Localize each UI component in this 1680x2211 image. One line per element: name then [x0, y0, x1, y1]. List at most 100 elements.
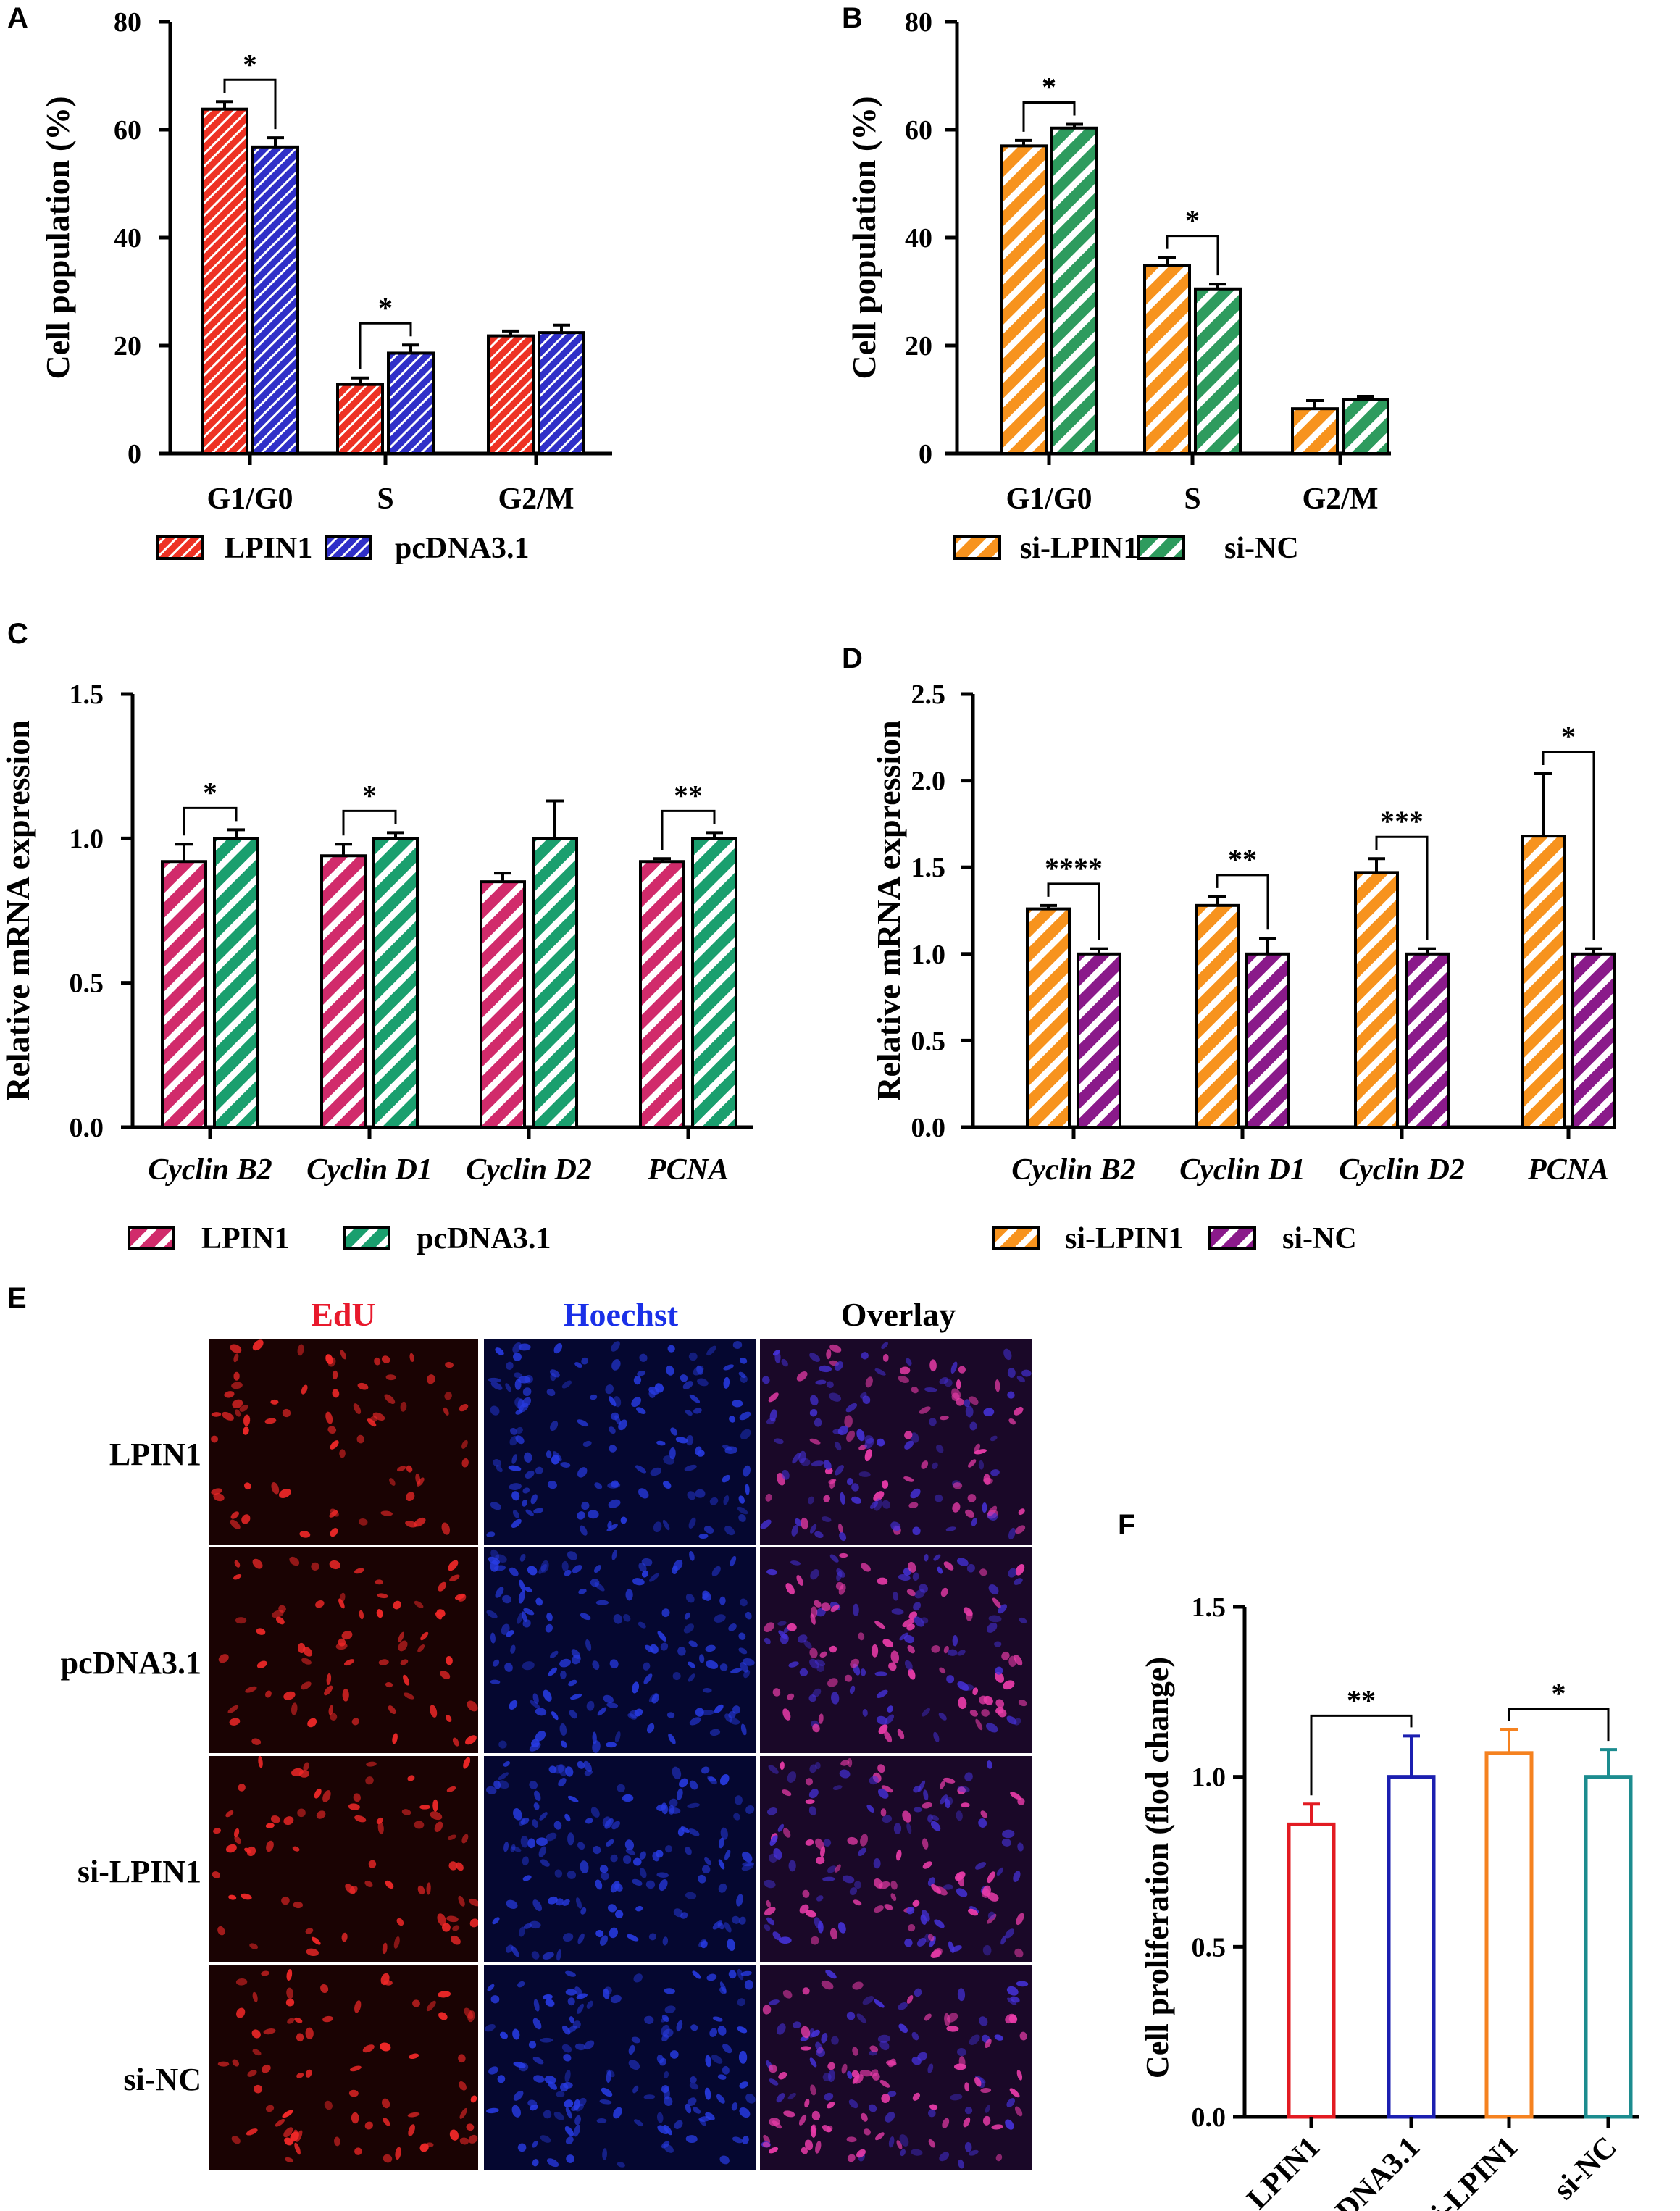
nucleus: [888, 2136, 895, 2148]
col-header-edu: EdU: [311, 1296, 375, 1333]
nucleus: [458, 1895, 465, 1907]
nucleus: [230, 1519, 241, 1529]
bar-pcdna3.1-3: [691, 837, 737, 1129]
nucleus: [296, 2072, 304, 2078]
nucleus: [822, 2125, 832, 2133]
nucleus: [438, 1991, 451, 1998]
bar-lpin1-0: [201, 107, 248, 455]
nucleus: [790, 1560, 801, 1566]
nucleus: [550, 1421, 559, 1431]
nucleus: [814, 1659, 826, 1666]
nucleus: [344, 1659, 355, 1666]
nucleus: [670, 2050, 679, 2059]
nucleus: [560, 1670, 567, 1679]
panel-label-d: D: [842, 643, 863, 674]
nucleus: [632, 1878, 643, 1886]
nucleus: [943, 1561, 954, 1571]
nucleus: [873, 1858, 881, 1869]
nucleus: [956, 1379, 961, 1389]
nucleus: [262, 2064, 271, 2073]
nucleus: [252, 1339, 264, 1351]
nucleus: [805, 1839, 814, 1846]
nucleus: [534, 1790, 541, 1802]
nucleus: [490, 1560, 499, 1572]
nucleus: [252, 1558, 263, 1569]
nucleus: [846, 2011, 856, 2020]
nucleus: [709, 1729, 721, 1736]
nucleus: [827, 2062, 835, 2070]
nucleus: [407, 1775, 415, 1781]
nucleus: [900, 2149, 906, 2157]
nucleus: [235, 1617, 247, 1624]
nucleus: [822, 1516, 832, 1522]
nucleus: [952, 1502, 961, 1513]
nucleus: [338, 1598, 345, 1609]
nucleus: [293, 1901, 304, 1909]
nucleus: [425, 2142, 434, 2148]
nucleus: [805, 1910, 816, 1918]
nucleus: [912, 1572, 919, 1581]
nucleus: [463, 1757, 471, 1769]
nucleus: [637, 1370, 646, 1376]
nucleus: [956, 1888, 968, 1897]
nucleus: [709, 1497, 719, 1505]
nucleus: [224, 1391, 235, 1398]
nucleus: [368, 1860, 377, 1868]
nucleus: [1016, 1913, 1024, 1926]
nucleus: [738, 2050, 748, 2064]
nucleus: [510, 1844, 516, 1852]
nucleus: [398, 1640, 408, 1652]
y-axis-label: Relative mRNA expression: [870, 720, 907, 1101]
nucleus: [718, 1883, 727, 1893]
nucleus: [688, 1673, 695, 1682]
nucleus: [688, 1517, 696, 1529]
nucleus: [801, 1517, 808, 1530]
bar-pcdna3.1-0: [251, 145, 299, 455]
nucleus: [577, 1467, 588, 1478]
nucleus: [676, 1788, 683, 1800]
legend-swatch-0: [953, 535, 1001, 560]
nucleus: [389, 1478, 396, 1486]
nucleus: [964, 2141, 972, 2152]
nucleus: [227, 1705, 239, 1713]
nucleus: [631, 2036, 641, 2044]
nucleus: [890, 1893, 897, 1902]
nucleus: [979, 1568, 987, 1576]
nucleus: [384, 1394, 396, 1404]
nucleus: [803, 1639, 812, 1649]
legend-label: pcDNA3.1: [395, 532, 530, 565]
nucleus: [577, 1760, 585, 1769]
nucleus: [535, 1466, 543, 1475]
nucleus: [342, 1688, 349, 1702]
nucleus: [927, 1814, 933, 1823]
nucleus: [1015, 1525, 1026, 1534]
nucleus: [275, 2118, 285, 2127]
nucleus: [452, 1737, 459, 1747]
nucleus: [685, 1434, 694, 1446]
nucleus: [1008, 2014, 1018, 2023]
nucleus: [870, 1500, 879, 1509]
nucleus: [891, 1608, 904, 1615]
nucleus: [527, 1838, 535, 1849]
nucleus: [539, 1812, 548, 1821]
nucleus: [407, 2112, 420, 2118]
nucleus: [1018, 1700, 1027, 1707]
nucleus: [768, 1392, 779, 1403]
nucleus: [996, 1867, 1003, 1876]
row-label-lpin1: LPIN1: [109, 1437, 201, 1472]
nucleus: [916, 1937, 927, 1947]
nucleus: [291, 1768, 304, 1777]
bar-si-lpin1-1: [1195, 903, 1240, 1129]
nucleus: [461, 1439, 468, 1449]
nucleus: [696, 1365, 703, 1375]
nucleus: [779, 1936, 792, 1944]
nucleus: [664, 2005, 676, 2014]
nucleus: [605, 1384, 614, 1395]
nucleus: [782, 1708, 791, 1721]
nucleus: [677, 1647, 686, 1656]
nucleus: [393, 1936, 400, 1949]
nucleus: [951, 1945, 962, 1952]
nucleus: [301, 1681, 312, 1690]
